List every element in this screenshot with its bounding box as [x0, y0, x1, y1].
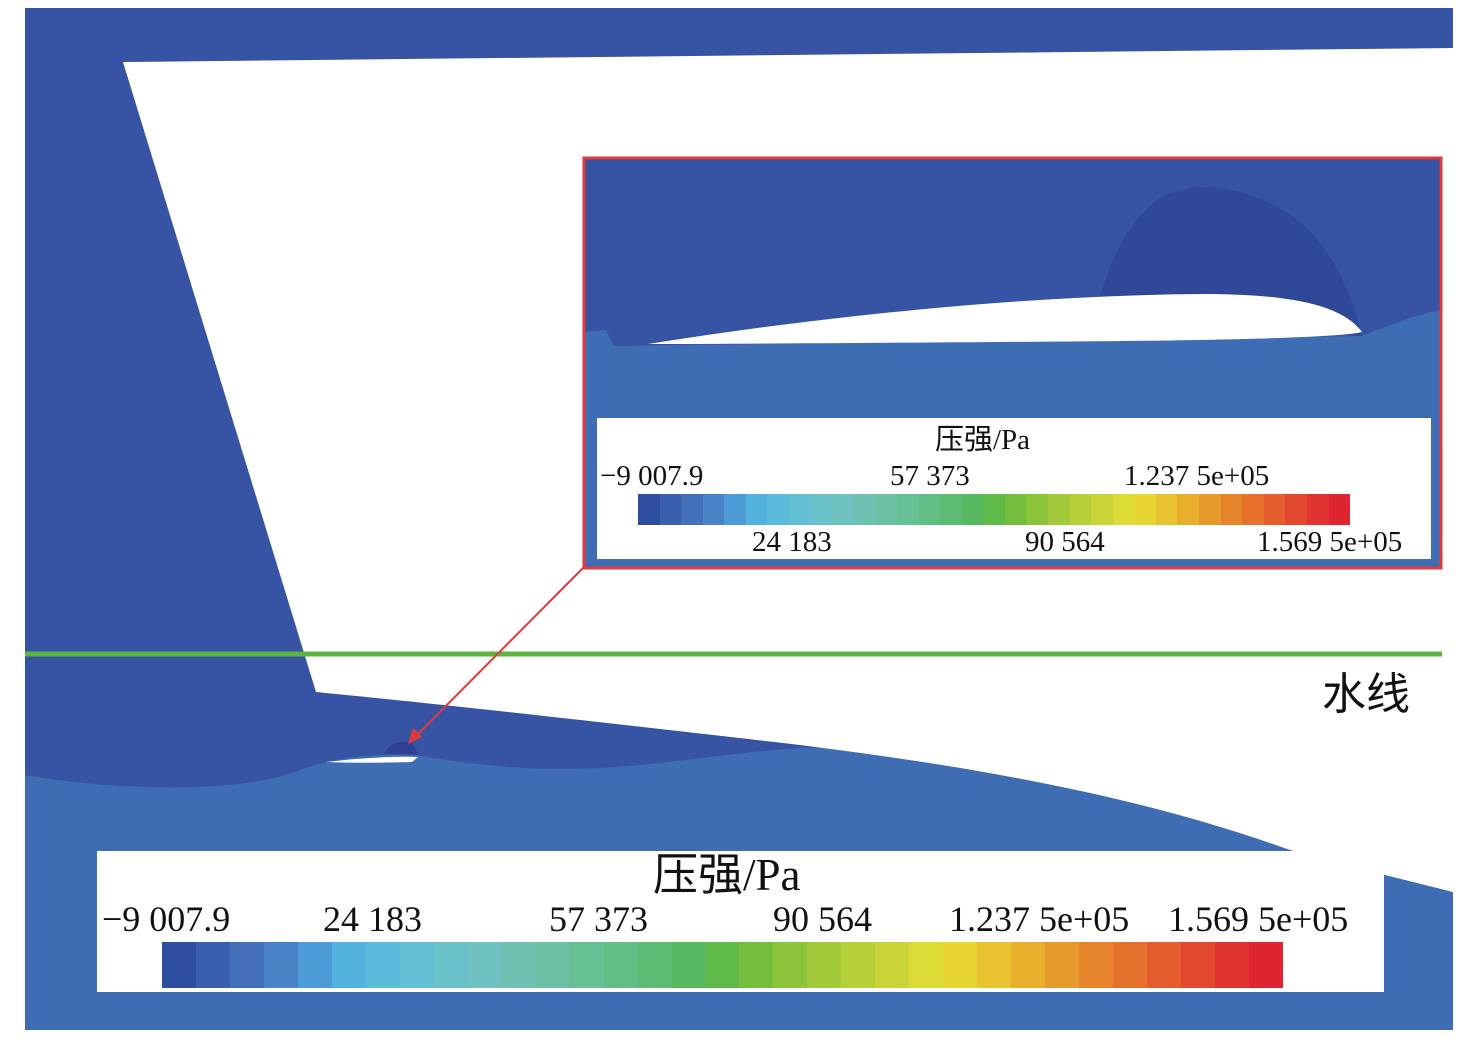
colorbar-swatch	[681, 494, 703, 525]
inset-tick-label: 90 564	[1025, 526, 1105, 558]
colorbar-swatch	[1112, 494, 1135, 525]
colorbar-swatch	[961, 494, 984, 525]
colorbar-swatch	[705, 942, 740, 988]
step-cavity	[326, 756, 418, 763]
inset-tick-label: −9 007.9	[600, 460, 704, 492]
inset-border	[582, 156, 1443, 570]
colorbar-swatch	[773, 942, 808, 988]
colorbar-swatch	[767, 494, 790, 525]
colorbar-swatch	[810, 494, 833, 525]
main-colorbar	[162, 942, 1283, 988]
colorbar-swatch	[467, 942, 502, 988]
colorbar-swatch	[807, 942, 842, 988]
main-tick-label: 1.569 5e+05	[1168, 899, 1349, 939]
colorbar-swatch	[909, 942, 944, 988]
colorbar-swatch	[603, 942, 638, 988]
colorbar-swatch	[1113, 942, 1148, 988]
waterline-label: 水线	[1322, 670, 1410, 719]
colorbar-swatch	[162, 942, 196, 988]
inset-legend-title: 压强/Pa	[935, 424, 1031, 456]
colorbar-swatch	[399, 942, 434, 988]
callout-arrow	[408, 567, 584, 744]
colorbar-swatch	[1147, 942, 1182, 988]
colorbar-swatch	[1199, 494, 1221, 525]
colorbar-swatch	[1047, 494, 1070, 525]
colorbar-swatch	[1004, 494, 1027, 525]
colorbar-swatch	[263, 942, 298, 988]
main-tick-label: 1.237 5e+05	[949, 899, 1130, 939]
colorbar-swatch	[918, 494, 941, 525]
colorbar-swatch	[943, 942, 978, 988]
inset-colorbar	[638, 494, 1351, 525]
colorbar-swatch	[739, 942, 774, 988]
colorbar-swatch	[1134, 494, 1156, 525]
colorbar-swatch	[1045, 942, 1080, 988]
colorbar-swatch	[331, 942, 366, 988]
colorbar-swatch	[297, 942, 332, 988]
colorbar-swatch	[1215, 942, 1249, 988]
colorbar-swatch	[1091, 494, 1113, 525]
colorbar-swatch	[569, 942, 604, 988]
colorbar-swatch	[745, 494, 768, 525]
colorbar-swatch	[671, 942, 706, 988]
colorbar-swatch	[841, 942, 876, 988]
inset-tick-label: 1.237 5e+05	[1124, 460, 1270, 492]
colorbar-swatch	[637, 942, 672, 988]
colorbar-swatch	[1079, 942, 1114, 988]
inset-tick-label: 24 183	[752, 526, 832, 558]
colorbar-swatch	[789, 494, 811, 525]
colorbar-swatch	[659, 494, 682, 525]
colorbar-swatch	[638, 494, 660, 525]
colorbar-swatch	[1069, 494, 1092, 525]
main-legend-title: 压强/Pa	[653, 850, 801, 900]
low-pressure-pocket	[384, 741, 418, 754]
main-tick-label: 24 183	[323, 899, 422, 939]
colorbar-swatch	[1011, 942, 1046, 988]
colorbar-swatch	[1177, 494, 1200, 525]
colorbar-swatch	[724, 494, 746, 525]
colorbar-swatch	[1328, 494, 1351, 525]
colorbar-swatch	[702, 494, 725, 525]
inset-tick-label: 1.569 5e+05	[1257, 526, 1403, 558]
colorbar-swatch	[229, 942, 264, 988]
colorbar-swatch	[875, 942, 910, 988]
colorbar-swatch	[1026, 494, 1048, 525]
colorbar-swatch	[853, 494, 876, 525]
inset-legend: 压强/Pa −9 007.9 57 373 1.237 5e+05 24 183…	[597, 418, 1431, 559]
colorbar-swatch	[535, 942, 570, 988]
main-tick-label: −9 007.9	[102, 899, 231, 939]
inset-cavity	[648, 294, 1362, 344]
colorbar-swatch	[1263, 494, 1286, 525]
colorbar-swatch	[832, 494, 854, 525]
colorbar-swatch	[501, 942, 536, 988]
colorbar-swatch	[1220, 494, 1243, 525]
colorbar-swatch	[983, 494, 1005, 525]
colorbar-swatch	[1249, 942, 1283, 988]
colorbar-swatch	[875, 494, 897, 525]
colorbar-swatch	[1181, 942, 1216, 988]
main-legend: 压强/Pa −9 007.9 24 183 57 373 90 564 1.23…	[97, 851, 1384, 992]
inset-tick-label: 57 373	[890, 460, 970, 492]
main-tick-label: 90 564	[773, 899, 872, 939]
colorbar-swatch	[1155, 494, 1178, 525]
colorbar-swatch	[940, 494, 962, 525]
colorbar-swatch	[1306, 494, 1329, 525]
colorbar-swatch	[433, 942, 468, 988]
colorbar-swatch	[195, 942, 230, 988]
colorbar-swatch	[365, 942, 400, 988]
colorbar-swatch	[1285, 494, 1307, 525]
main-tick-label: 57 373	[549, 899, 648, 939]
colorbar-swatch	[896, 494, 919, 525]
colorbar-swatch	[977, 942, 1012, 988]
colorbar-swatch	[1242, 494, 1264, 525]
